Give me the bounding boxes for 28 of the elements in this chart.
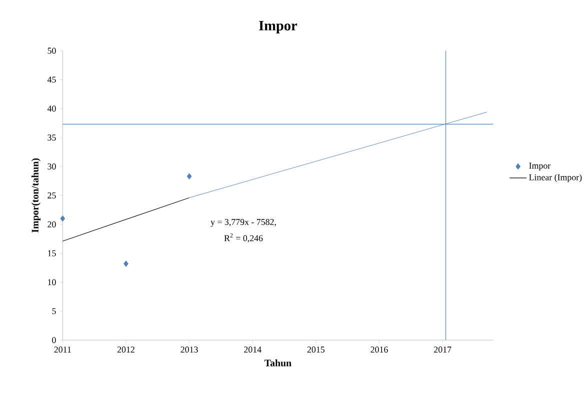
x-tick-label: 2013 [180,346,198,353]
point [60,216,66,222]
x-tick-label: 2017 [434,346,452,353]
y-axis-title: Impor(ton/tahun) [31,158,40,233]
x-tick-label: 2014 [244,346,262,353]
y-tick-label: 30 [48,164,56,170]
y-tick-label: 25 [48,192,56,199]
legend-label: Impor [529,162,551,171]
y-tick-label: 40 [47,106,56,112]
x-tick-label: 2015 [307,346,325,353]
y-tick-label: 20 [48,221,56,228]
legend-label: Linear (Impor) [529,174,582,182]
x-tick-label: 2012 [117,346,134,353]
x-tick-label: 2011 [54,346,71,353]
y-tick-label: 50 [48,48,56,54]
chart-title: Impor [259,21,298,34]
x-axis-title: Tahun [264,360,292,367]
y-tick-label: 45 [47,76,56,83]
annotation: R$^{2}$ = 0,246 [224,234,263,243]
y-tick-label: 0 [52,337,56,344]
y-tick-label: 10 [48,279,56,286]
y-tick-label: 35 [48,134,56,141]
annotation: y = 3,779x - 7582, [210,219,276,227]
y-tick-label: 15 [48,250,56,256]
point [124,260,128,267]
y-tick-label: 5 [52,308,56,314]
x-tick-label: 2016 [370,346,388,353]
point [186,173,192,180]
